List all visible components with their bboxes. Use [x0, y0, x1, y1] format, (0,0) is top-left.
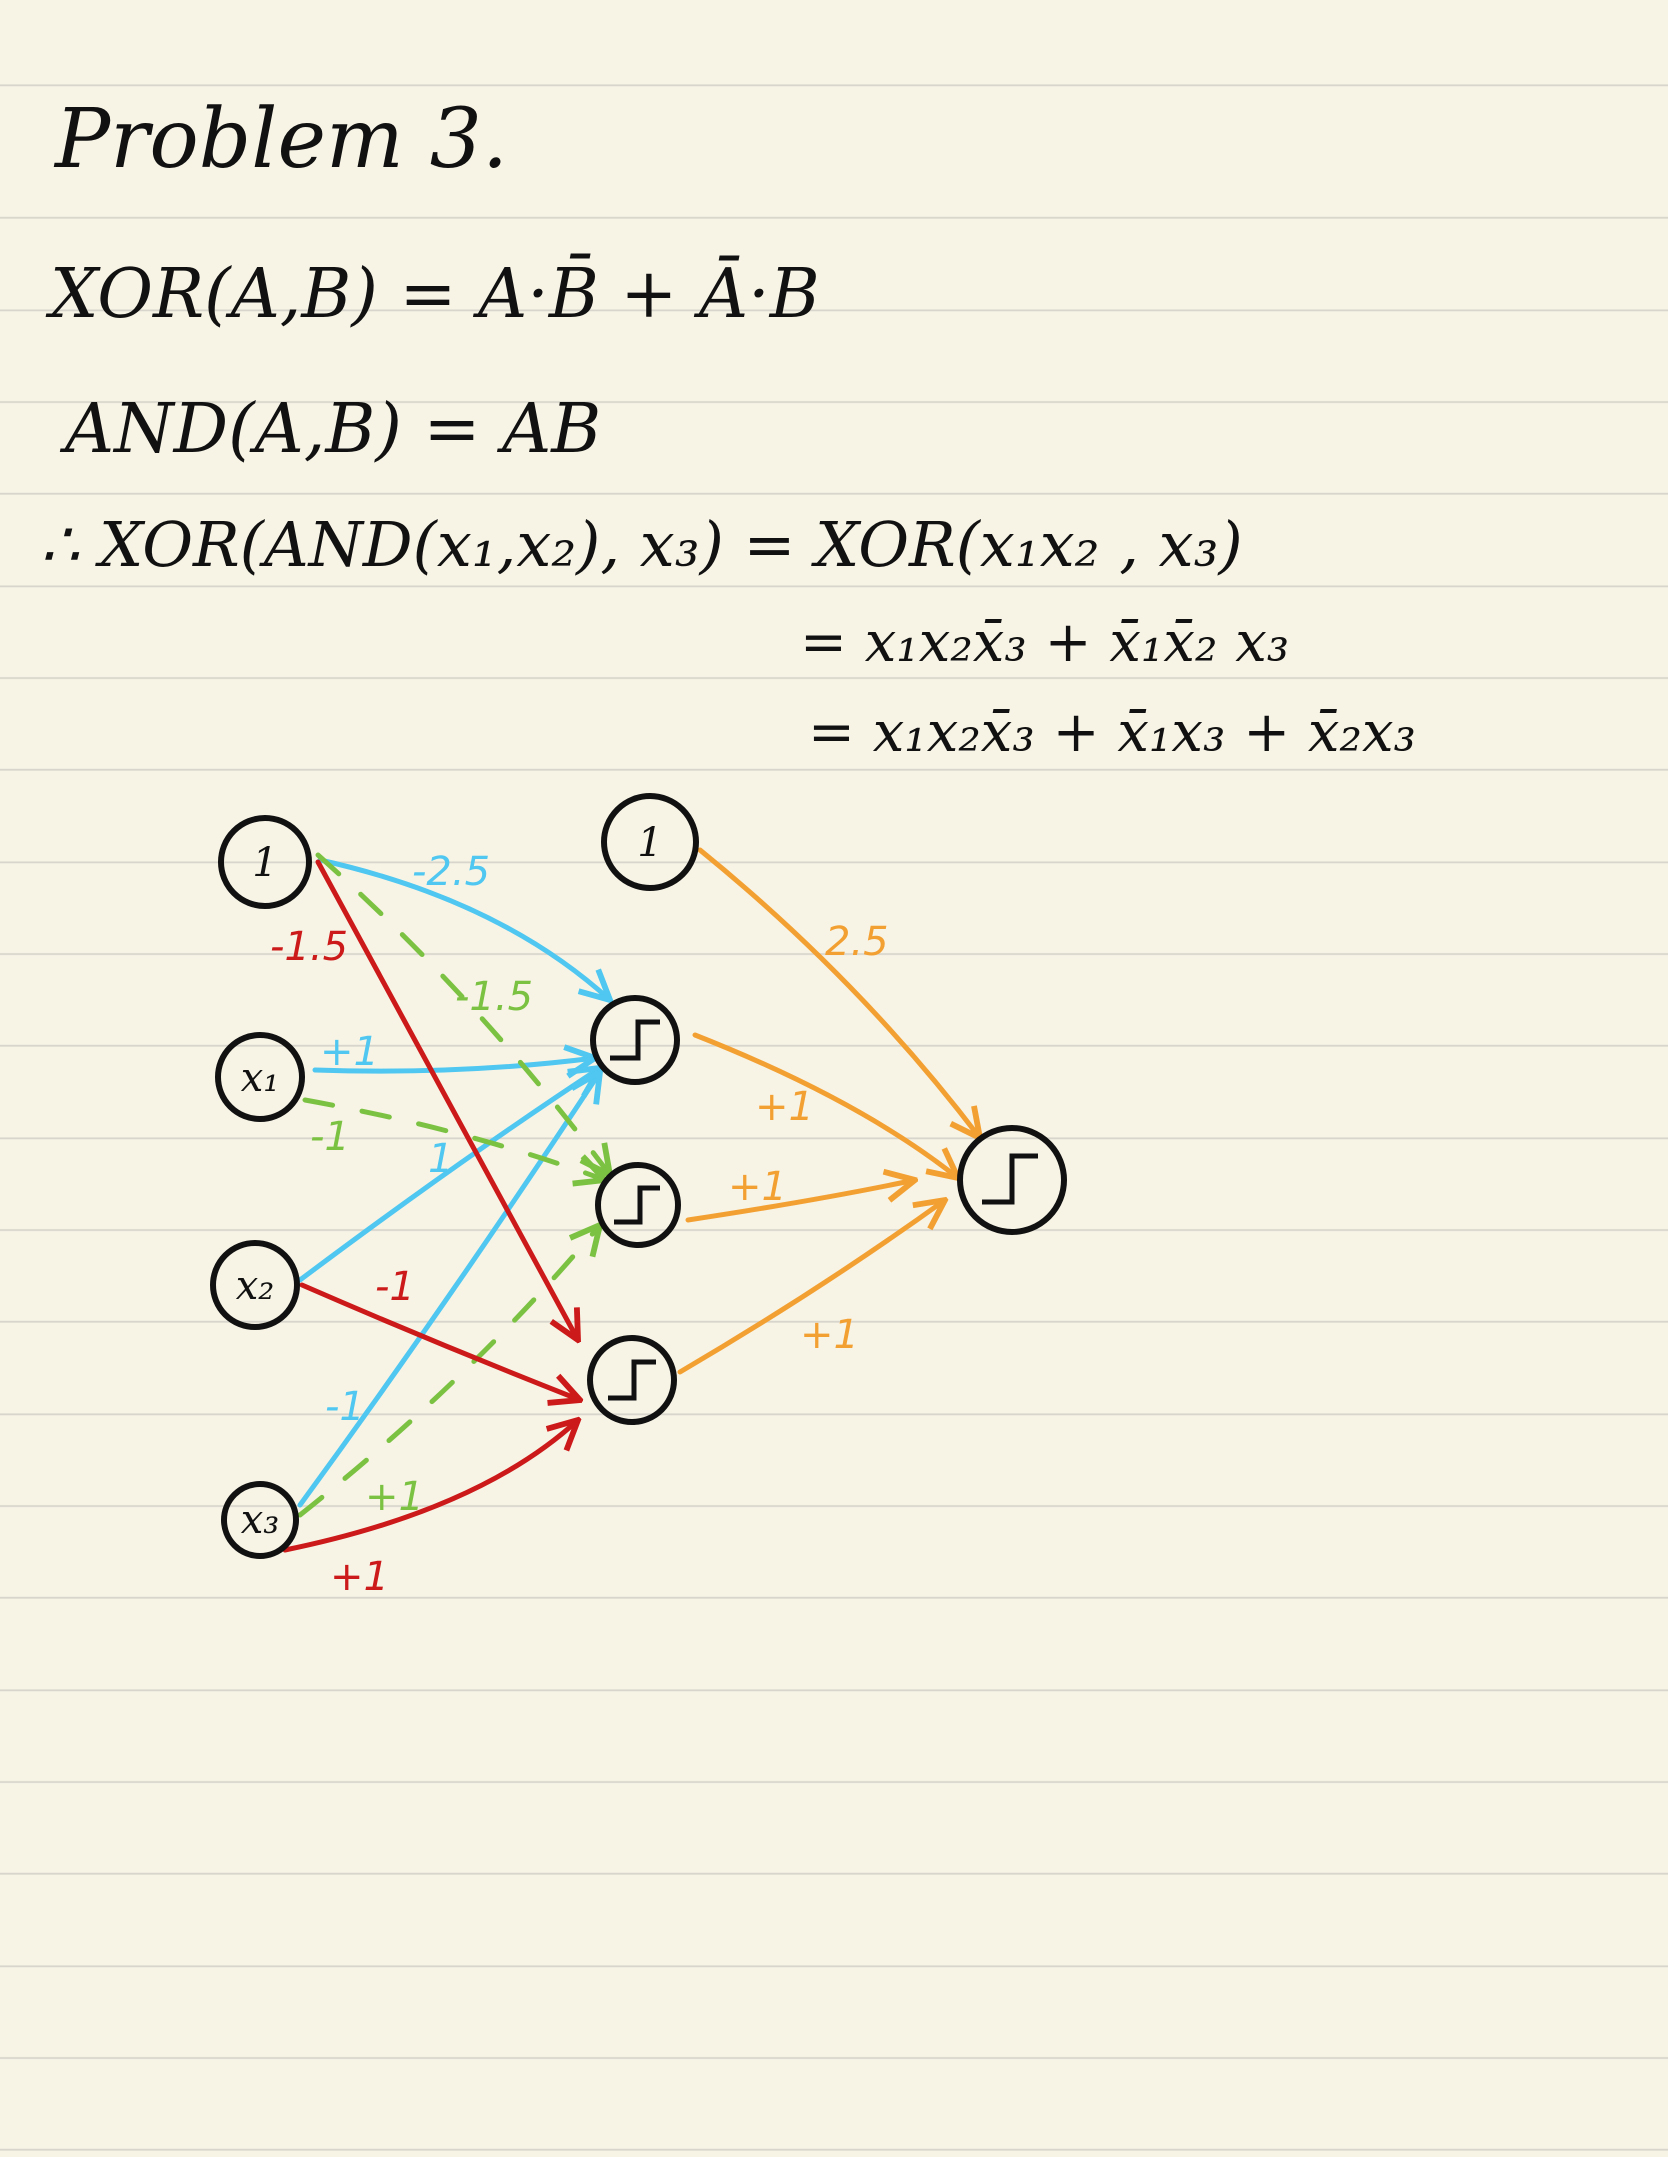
weight-x1-h1: +1 — [320, 1029, 379, 1075]
edge-h1-to-out — [692, 1032, 958, 1178]
edge-x3-to-h1 — [297, 1072, 600, 1508]
derivation-line-3: = x₁x₂x̄₃ + x̄₁x₃ + x̄₂x₃ — [808, 700, 1416, 765]
edge-x3-to-h2 — [297, 1225, 600, 1518]
edge-x2-to-h1 — [297, 1068, 600, 1283]
weight-x2-h1: 1 — [428, 1136, 453, 1182]
step-function-icon — [614, 1185, 660, 1225]
input-x1-node: x₁ — [215, 1032, 305, 1122]
weight-bias-in-h3: -1.5 — [270, 924, 348, 970]
derivation-line-1: ∴ XOR(AND(x₁,x₂), x₃) = XOR(x₁x₂ , x₃) — [40, 508, 1243, 581]
input-x2-label: x₂ — [236, 1263, 275, 1309]
hidden-bias-node: 1 — [601, 793, 699, 891]
hidden-unit-3-node — [587, 1335, 677, 1425]
weight-h3-out: +1 — [800, 1312, 859, 1358]
weight-x1-h2: -1 — [310, 1114, 350, 1160]
edge-h2-to-out — [685, 1180, 915, 1223]
output-node — [957, 1125, 1067, 1235]
and-definition: AND(A,B) = AB — [65, 390, 602, 469]
edge-x2-to-h3 — [299, 1282, 580, 1400]
edge-bias-hidden-to-out — [697, 847, 980, 1138]
edge-x1-to-h1 — [312, 1058, 595, 1071]
step-function-icon — [610, 1019, 660, 1061]
edge-bias-in-to-h1 — [317, 857, 610, 1000]
edge-h3-to-out — [677, 1200, 945, 1375]
xor-definition: XOR(A,B) = A·B̄ + Ā·B — [50, 255, 820, 334]
hidden-unit-1-node — [590, 995, 680, 1085]
weight-x3-h3: +1 — [330, 1554, 389, 1600]
weight-h1-out: +1 — [755, 1084, 814, 1130]
problem-title: Problem 3. — [55, 92, 509, 187]
edge-x3-to-h3 — [282, 1420, 578, 1553]
step-function-icon — [982, 1153, 1038, 1205]
input-x2-node: x₂ — [210, 1240, 300, 1330]
hidden-unit-2-node — [595, 1162, 681, 1248]
input-x3-label: x₃ — [241, 1497, 280, 1543]
step-function-icon — [608, 1359, 656, 1401]
derivation-line-2: = x₁x₂x̄₃ + x̄₁x̄₂ x₃ — [800, 610, 1290, 675]
input-bias-node: 1 — [218, 815, 312, 909]
weight-bias-in-h1: -2.5 — [412, 849, 490, 895]
weight-x3-h1: -1 — [325, 1384, 365, 1430]
input-x1-label: x₁ — [241, 1055, 280, 1101]
edge-bias-in-to-h3 — [315, 859, 578, 1340]
input-bias-label: 1 — [252, 840, 277, 886]
weight-h2-out: +1 — [728, 1164, 787, 1210]
input-x3-node: x₃ — [221, 1481, 299, 1559]
weight-x3-h2: +1 — [365, 1474, 424, 1520]
weight-bias-in-h2: -1.5 — [455, 974, 533, 1020]
weight-x2-h3: -1 — [375, 1264, 415, 1310]
hidden-bias-label: 1 — [637, 820, 662, 866]
weight-bias-hidden-out: 2.5 — [825, 919, 889, 965]
edge-bias-in-to-h2 — [315, 852, 610, 1175]
